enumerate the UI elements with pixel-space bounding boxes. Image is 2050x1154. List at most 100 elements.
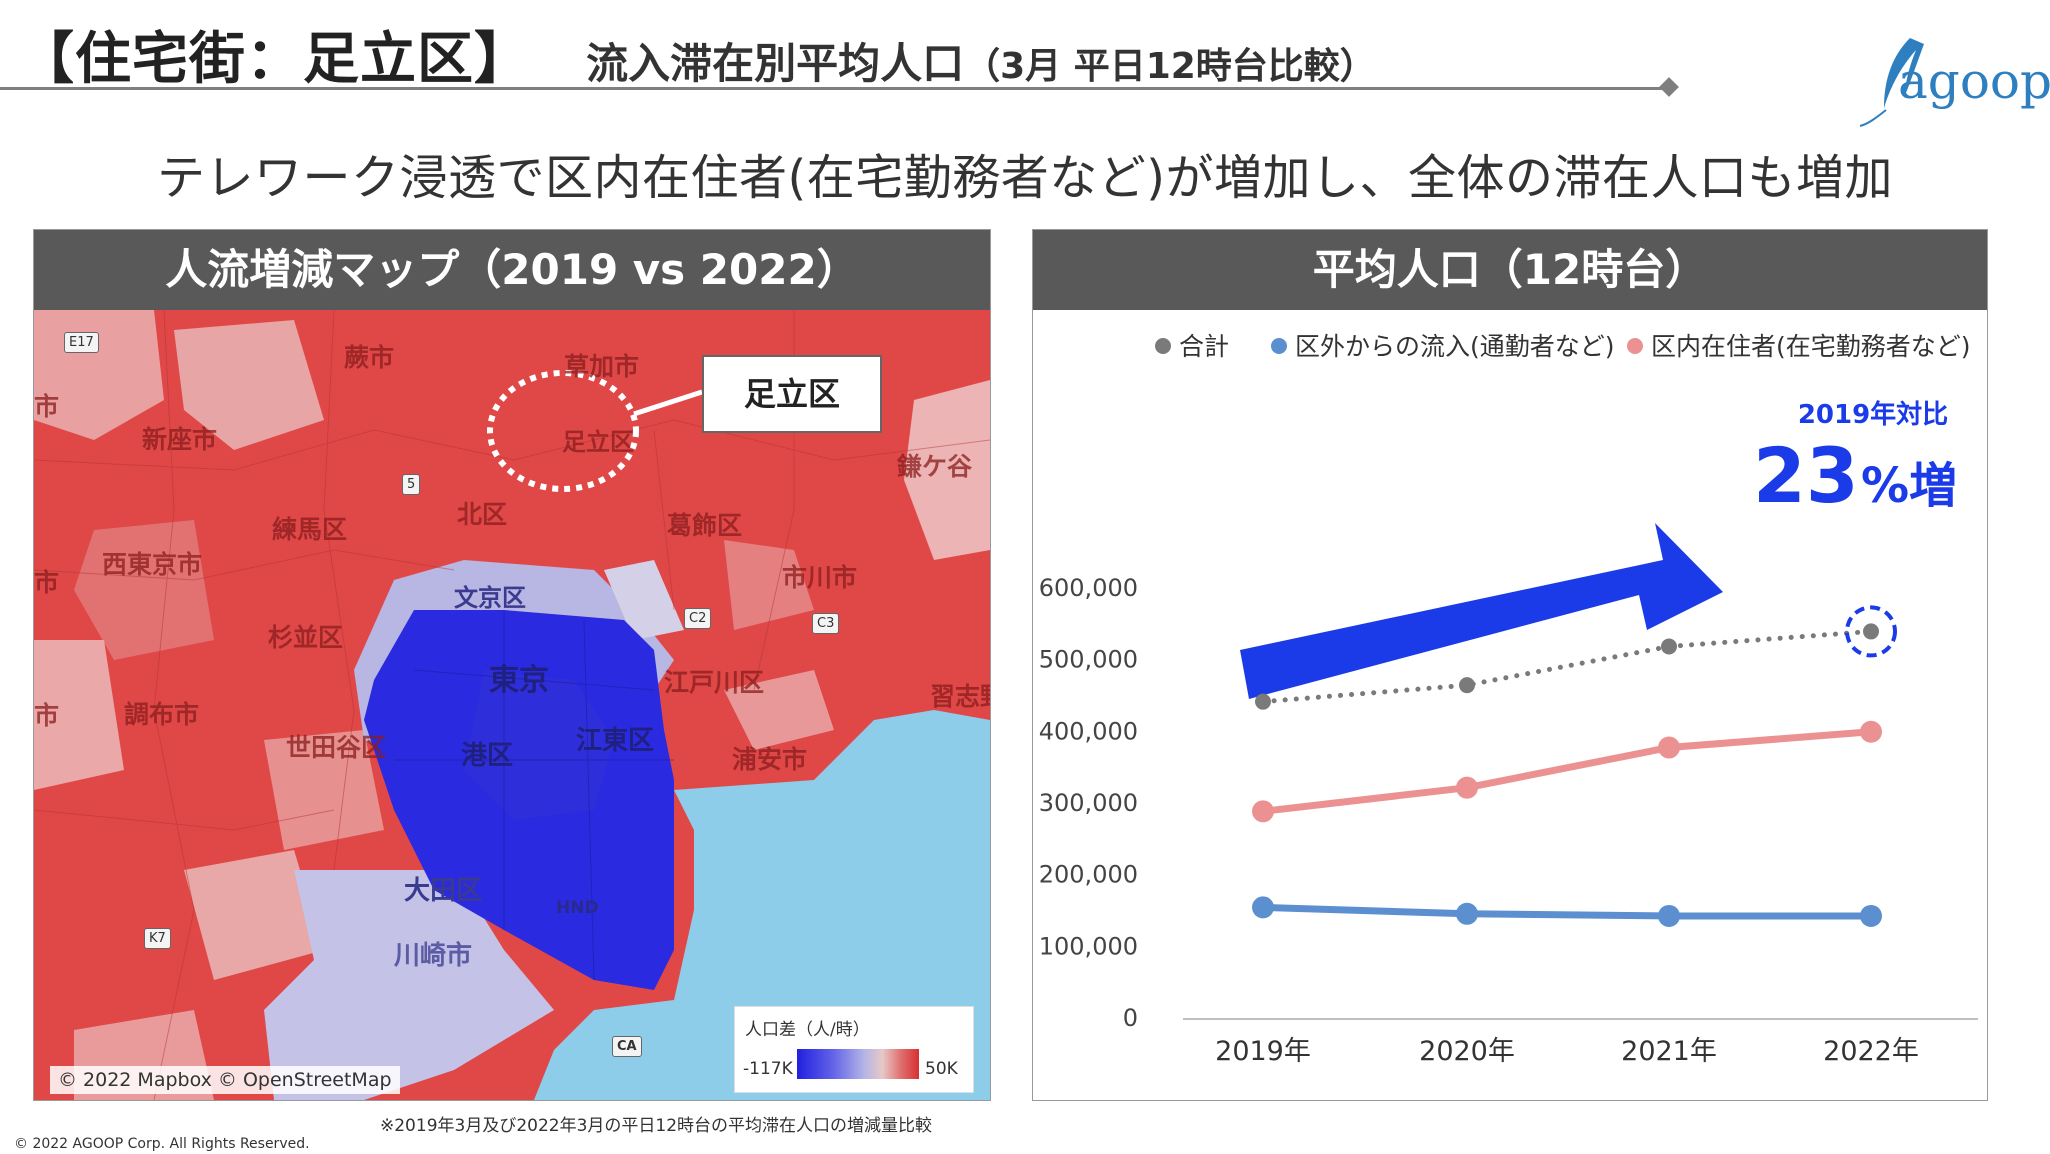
map-callout-adachi: 足立区 — [702, 355, 882, 433]
y-axis: 0 100,000 200,000 300,000 400,000 500,000 600,… — [1039, 574, 1138, 1032]
map-legend: 人口差（人/時） -117K 50K — [734, 1006, 974, 1093]
data-point — [1658, 904, 1680, 927]
chart-panel: 平均人口（12時台） 合計 区外からの流入(通勤者など) 区内在住者(在宅勤務者など… — [1032, 229, 1988, 1101]
y-tick-label: 500,000 — [1039, 646, 1138, 674]
annotation-caption: 2019年対比 — [1798, 399, 1948, 430]
y-tick-label: 200,000 — [1039, 861, 1138, 889]
road-marker: K7 — [144, 928, 171, 949]
data-point — [1456, 776, 1478, 799]
map-label-adachi: 足立区 — [562, 428, 634, 456]
map-panel: 人流増減マップ（2019 vs 2022） — [33, 229, 991, 1101]
map-label: 東京 — [489, 663, 549, 698]
map-graphic — [34, 310, 990, 1100]
map-label: 文京区 — [454, 584, 526, 612]
map-label: 市 — [34, 568, 60, 597]
map-label: 鎌ケ谷 — [897, 452, 973, 481]
airport-label: HND — [556, 898, 599, 918]
series-line — [1259, 903, 1875, 920]
x-tick-label: 2022年 — [1823, 1036, 1919, 1067]
legend-label: 区外からの流入(通勤者など) — [1295, 332, 1615, 361]
map-label: 西東京市 — [102, 550, 203, 579]
legend-marker — [1627, 338, 1643, 354]
line-chart: 合計 区外からの流入(通勤者など) 区内在住者(在宅勤務者など) 0 100,000 2… — [1039, 332, 1978, 1067]
map-label: 習志野 — [930, 682, 990, 711]
y-tick-label: 300,000 — [1039, 789, 1138, 817]
data-point — [1658, 736, 1680, 759]
logo-text: agoop — [1898, 52, 2050, 110]
x-tick-label: 2021年 — [1621, 1036, 1717, 1067]
legend-title: 人口差（人/時） — [745, 1020, 870, 1040]
data-point — [1456, 902, 1478, 925]
legend-color-scale — [797, 1049, 919, 1079]
title-sub: 流入滞在別平均人口（3月 平日12時台比較） — [586, 39, 1376, 88]
data-point — [1255, 693, 1271, 710]
map-label: 杉並区 — [268, 623, 344, 652]
data-point — [1252, 896, 1274, 919]
annotation-highlight-circle — [1845, 605, 1897, 658]
y-tick-label: 600,000 — [1039, 574, 1138, 602]
data-point — [1863, 623, 1879, 640]
map-label: 草加市 — [564, 352, 640, 381]
chart-series — [1252, 623, 1882, 927]
chart-panel-title: 平均人口（12時台） — [1033, 230, 1987, 310]
data-point — [1860, 720, 1882, 743]
map-label: 調布市 — [124, 700, 200, 729]
header-rule — [0, 87, 1668, 90]
map-label: 練馬区 — [272, 515, 348, 544]
title-sub-text: 流入滞在別平均人口 — [586, 39, 965, 88]
x-tick-label: 2019年 — [1215, 1036, 1311, 1067]
map-label: 港区 — [461, 741, 514, 771]
trend-arrow-shape — [1240, 523, 1723, 699]
legend-marker — [1155, 338, 1171, 354]
legend-label: 合計 — [1179, 332, 1229, 361]
road-marker: C3 — [812, 613, 840, 634]
trend-arrow — [1240, 523, 1723, 699]
map-label: 川崎市 — [394, 941, 473, 971]
map-label: 江戸川区 — [664, 668, 765, 697]
map-label: 市 — [34, 701, 60, 730]
map-label: 江東区 — [576, 726, 655, 756]
data-point — [1252, 800, 1274, 823]
map-label: 世田谷区 — [286, 733, 387, 762]
map-label: 市川市 — [782, 563, 858, 592]
header-rule-end — [1659, 77, 1679, 97]
legend-max: 50K — [925, 1059, 958, 1079]
series-line — [1260, 628, 1874, 705]
data-point — [1860, 904, 1882, 927]
map-label: 北区 — [457, 500, 508, 529]
annotation-unit: %増 — [1861, 458, 1957, 514]
x-tick-label: 2020年 — [1419, 1036, 1515, 1067]
map-attribution[interactable]: © 2022 Mapbox © OpenStreetMap — [50, 1066, 400, 1094]
footnote: ※2019年3月及び2022年3月の平日12時台の平均滞在人口の増減量比較 — [380, 1116, 933, 1136]
map-label: 新座市 — [142, 425, 218, 454]
road-marker: E17 — [64, 332, 99, 353]
map-label: 市 — [34, 392, 60, 421]
chart-legend: 合計 区外からの流入(通勤者など) 区内在住者(在宅勤務者など) — [1155, 332, 1971, 361]
map-label: 葛飾区 — [667, 511, 743, 540]
legend-marker — [1271, 338, 1287, 354]
map-label: 大田区 — [404, 876, 483, 906]
road-marker: 5 — [402, 474, 421, 495]
road-marker: C2 — [684, 608, 712, 629]
data-point — [1661, 638, 1677, 655]
annotation-value: 23 — [1753, 431, 1859, 520]
agoop-logo-icon — [1859, 38, 1924, 127]
legend-label: 区内在住者(在宅勤務者など) — [1651, 332, 1971, 361]
y-tick-label: 400,000 — [1039, 717, 1138, 745]
map-label: 浦安市 — [732, 745, 808, 774]
map-label: 蕨市 — [344, 343, 395, 372]
map[interactable]: 足立区 足立区 草加市 蕨市 新座市 鎌ケ谷 練馬区 北区 葛飾区 西東京市 市… — [34, 310, 990, 1100]
y-tick-label: 100,000 — [1039, 932, 1138, 960]
title-paren: （3月 平日12時台比較） — [964, 46, 1376, 87]
legend-min: -117K — [743, 1059, 793, 1079]
headline: テレワーク浸透で区内在住者(在宅勤務者など)が増加し、全体の滞在人口も増加 — [157, 150, 1893, 206]
copyright: © 2022 AGOOP Corp. All Rights Reserved. — [14, 1136, 310, 1152]
page-title: 【住宅街：足立区】 流入滞在別平均人口（3月 平日12時台比較） — [18, 14, 1376, 92]
data-point — [1459, 677, 1475, 694]
title-main: 【住宅街：足立区】 — [18, 27, 531, 92]
series-line — [1259, 728, 1875, 815]
y-tick-label: 0 — [1123, 1004, 1138, 1032]
x-axis: 2019年 2020年 2021年 2022年 — [1183, 1018, 1978, 1067]
road-marker: CA — [612, 1036, 642, 1057]
